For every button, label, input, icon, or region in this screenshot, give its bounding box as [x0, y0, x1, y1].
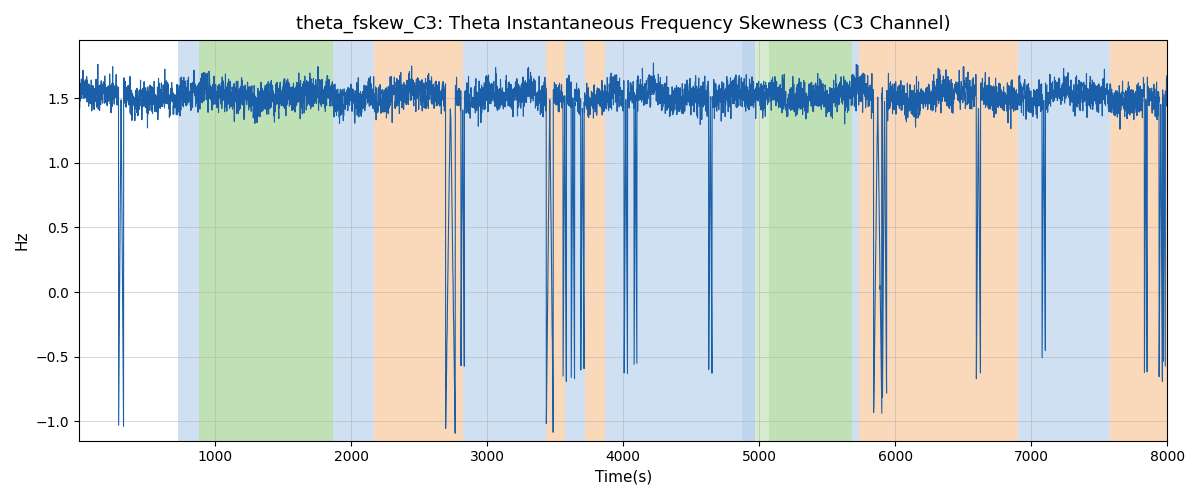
Bar: [546, 40, 565, 440]
Bar: [334, 40, 374, 440]
Bar: [852, 40, 858, 440]
Bar: [606, 40, 742, 440]
Bar: [755, 40, 769, 440]
Title: theta_fskew_C3: Theta Instantaneous Frequency Skewness (C3 Channel): theta_fskew_C3: Theta Instantaneous Freq…: [296, 15, 950, 34]
Bar: [179, 40, 199, 440]
Bar: [199, 40, 334, 440]
Bar: [463, 40, 546, 440]
Bar: [904, 40, 1018, 440]
Bar: [769, 40, 852, 440]
Bar: [858, 40, 904, 440]
X-axis label: Time(s): Time(s): [594, 470, 652, 485]
Bar: [586, 40, 606, 440]
Y-axis label: Hz: Hz: [14, 230, 30, 250]
Bar: [742, 40, 755, 440]
Bar: [1110, 40, 1168, 440]
Bar: [1018, 40, 1110, 440]
Bar: [565, 40, 586, 440]
Bar: [374, 40, 463, 440]
